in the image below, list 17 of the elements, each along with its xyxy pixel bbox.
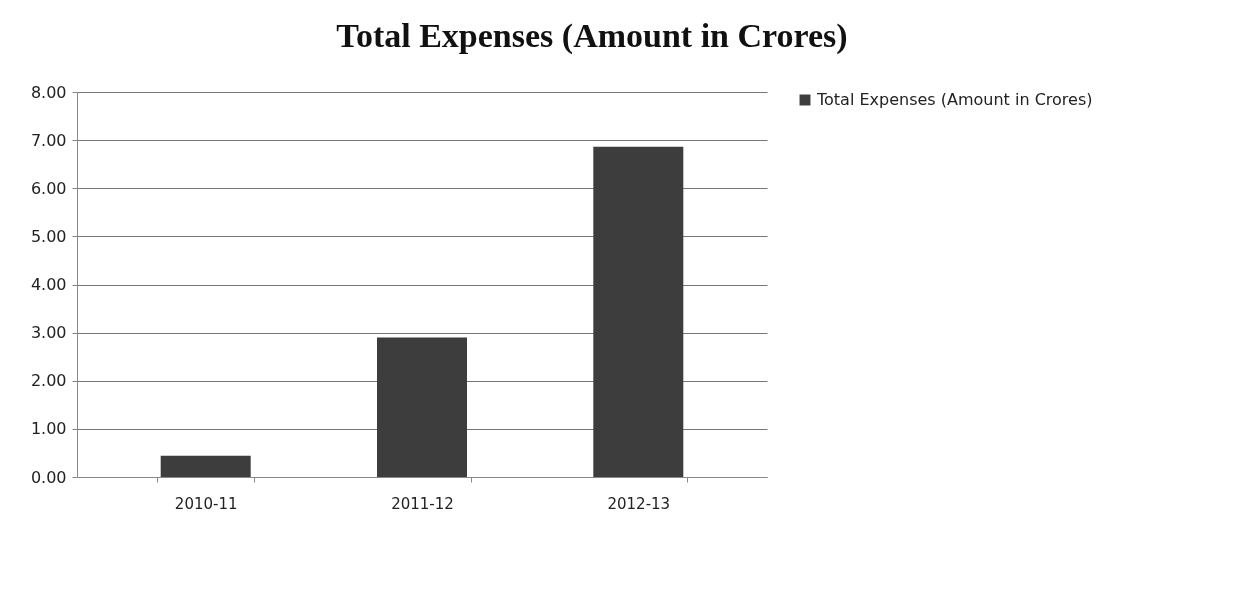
x-tick-label: 2012-13	[607, 494, 671, 513]
y-tick-label: 1.00	[30, 419, 67, 439]
y-tick-label: 4.00	[30, 275, 67, 294]
y-tick-label: 8.00	[30, 82, 67, 102]
bar	[593, 146, 684, 477]
chart-title: Total Expenses (Amount in Crores)	[336, 17, 848, 55]
bar	[160, 455, 251, 477]
y-tick-label: 5.00	[30, 226, 67, 246]
x-tick-label: 2010-11	[174, 494, 238, 513]
y-tick-label: 2.00	[30, 371, 67, 391]
y-tick-label: 7.00	[30, 130, 67, 150]
x-tick-label: 2011-12	[391, 494, 454, 513]
bar	[377, 337, 467, 477]
y-tick-label: 3.00	[30, 323, 67, 343]
legend-label: Total Expenses (Amount in Crores)	[816, 90, 1093, 109]
y-tick-label: 6.00	[30, 178, 67, 198]
y-tick-label: 0.00	[30, 467, 67, 487]
